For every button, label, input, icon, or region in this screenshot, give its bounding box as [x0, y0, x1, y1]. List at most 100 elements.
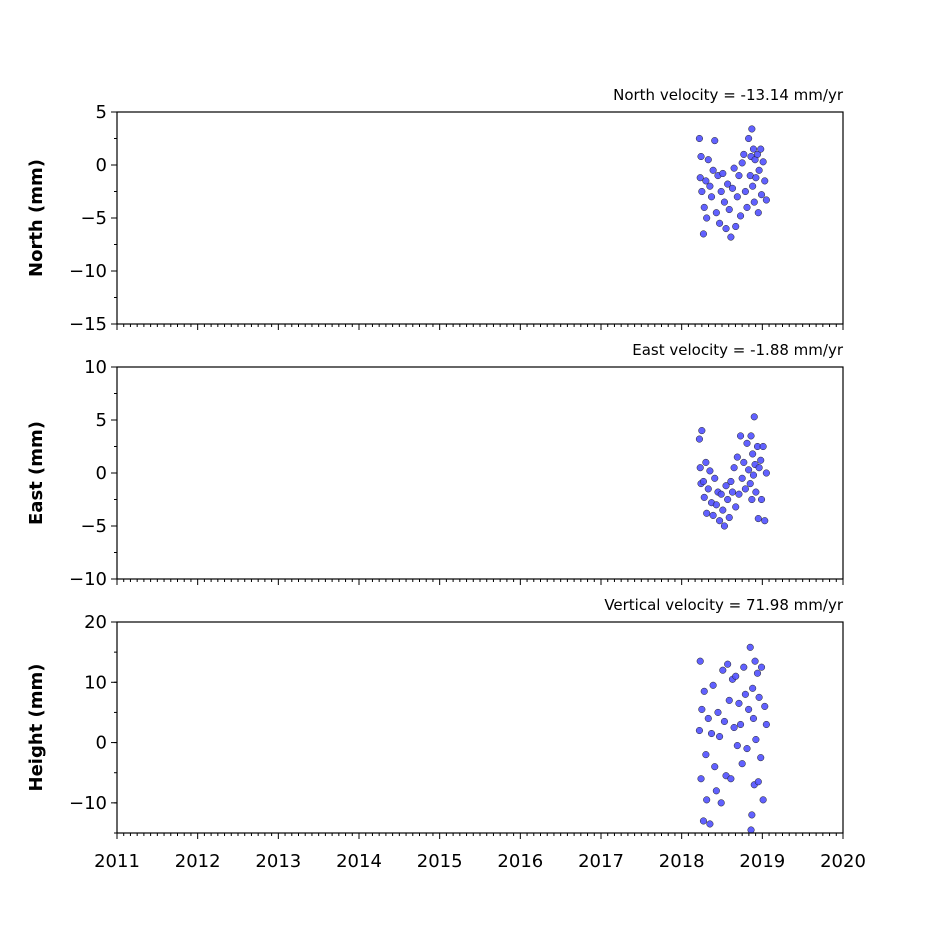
point [733, 453, 741, 461]
point [754, 515, 762, 523]
annotation: Vertical velocity = 71.98 mm/yr [604, 596, 844, 614]
x-tick-label: 2015 [417, 851, 463, 872]
point [703, 509, 711, 517]
y-tick-label: −15 [69, 314, 107, 335]
point [757, 754, 765, 762]
point [762, 720, 770, 729]
y-tick-label: 5 [96, 102, 107, 123]
x-tick-label: 2011 [94, 851, 140, 872]
point [741, 485, 749, 493]
point [737, 432, 745, 440]
point [755, 464, 763, 472]
point [712, 209, 720, 217]
y-tick-label: −10 [69, 793, 107, 814]
point [700, 493, 708, 501]
point [706, 182, 714, 190]
point [720, 717, 728, 726]
y-tick-label: −5 [80, 208, 107, 229]
plot-frame [116, 366, 844, 580]
point [757, 495, 766, 504]
point [757, 191, 766, 199]
point [752, 488, 760, 496]
point [728, 184, 737, 192]
point [753, 150, 762, 158]
point [748, 125, 756, 133]
annotation: East velocity = -1.88 mm/yr [632, 341, 844, 359]
y-axis-label: Height (mm) [26, 664, 47, 792]
y-tick-label: 0 [96, 463, 107, 484]
point [702, 177, 710, 185]
point [743, 439, 751, 447]
point [714, 708, 722, 716]
point [712, 501, 720, 509]
point [750, 413, 758, 421]
point [720, 198, 728, 206]
point [724, 660, 732, 668]
point [698, 187, 706, 196]
point [727, 477, 735, 486]
point [706, 467, 714, 475]
point [749, 450, 757, 458]
y-tick-label: −10 [69, 569, 107, 590]
point [752, 736, 760, 744]
point [741, 187, 749, 196]
point [745, 466, 753, 474]
point [716, 732, 724, 741]
point [717, 799, 725, 807]
point [762, 469, 770, 477]
point [730, 164, 738, 172]
point [749, 471, 758, 479]
point [711, 763, 719, 771]
point [741, 690, 749, 698]
point [724, 495, 732, 504]
point [702, 751, 710, 759]
point [707, 193, 716, 201]
point [696, 464, 704, 472]
x-tick-label: 2020 [820, 851, 866, 872]
point [757, 456, 765, 464]
point [749, 182, 757, 190]
point [716, 219, 724, 227]
point [735, 172, 743, 180]
point [759, 796, 767, 804]
y-axis-label: North (mm) [26, 159, 47, 277]
point [737, 720, 745, 729]
point [749, 145, 758, 153]
x-tick-label: 2019 [739, 851, 785, 872]
point [725, 696, 733, 704]
point [704, 156, 712, 164]
point [732, 222, 740, 231]
point [740, 663, 748, 671]
point [702, 458, 710, 466]
point [738, 474, 746, 482]
point [750, 198, 758, 206]
point [745, 134, 753, 143]
point [711, 474, 719, 482]
point [748, 495, 756, 504]
point [697, 775, 705, 783]
point [695, 726, 703, 735]
point [704, 714, 712, 723]
y-tick-label: 5 [96, 410, 107, 431]
y-tick-label: −5 [80, 516, 107, 537]
point [755, 166, 763, 174]
point [759, 442, 767, 451]
point [757, 663, 766, 671]
point [725, 205, 733, 214]
point [717, 187, 725, 196]
point [761, 177, 769, 185]
point [740, 458, 748, 466]
point [735, 699, 743, 707]
point [754, 778, 762, 786]
point [720, 522, 728, 530]
point [699, 230, 707, 238]
point [747, 432, 755, 440]
y-tick-label: 10 [84, 672, 107, 693]
point [755, 693, 763, 701]
point [700, 687, 708, 695]
point [740, 150, 748, 158]
point [751, 657, 759, 665]
y-tick-label: 0 [96, 155, 107, 176]
point [722, 225, 730, 233]
